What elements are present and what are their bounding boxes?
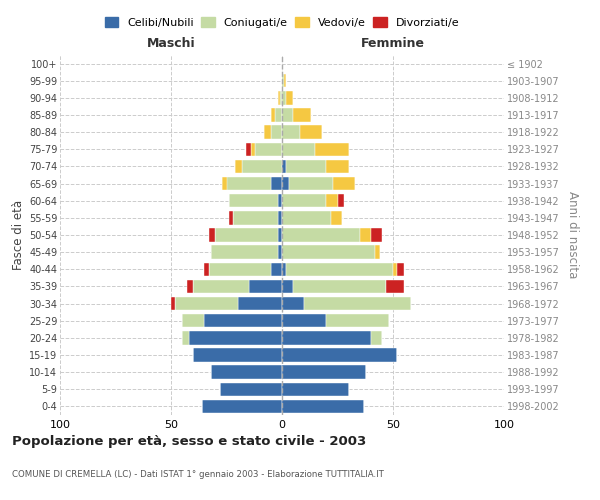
Bar	[247, 142, 251, 156]
Bar	[278, 211, 282, 224]
Bar	[209, 228, 215, 241]
Text: Maschi: Maschi	[146, 37, 196, 50]
Bar	[393, 262, 397, 276]
Bar	[282, 228, 360, 241]
Bar	[215, 228, 278, 241]
Bar	[278, 246, 282, 259]
Text: COMUNE DI CREMELLA (LC) - Dati ISTAT 1° gennaio 2003 - Elaborazione TUTTITALIA.I: COMUNE DI CREMELLA (LC) - Dati ISTAT 1° …	[12, 470, 384, 479]
Bar	[209, 262, 271, 276]
Bar	[386, 280, 404, 293]
Bar	[282, 177, 289, 190]
Bar	[282, 142, 316, 156]
Text: Popolazione per età, sesso e stato civile - 2003: Popolazione per età, sesso e stato civil…	[12, 435, 366, 448]
Bar	[282, 314, 326, 328]
Bar	[193, 348, 282, 362]
Bar	[271, 108, 275, 122]
Bar	[189, 331, 282, 344]
Bar	[182, 331, 189, 344]
Bar	[284, 74, 286, 88]
Bar	[326, 314, 389, 328]
Bar	[293, 280, 386, 293]
Bar	[304, 297, 411, 310]
Bar	[204, 314, 282, 328]
Bar	[371, 228, 382, 241]
Bar	[182, 314, 204, 328]
Bar	[293, 108, 311, 122]
Bar	[282, 246, 375, 259]
Bar	[278, 228, 282, 241]
Bar	[282, 348, 397, 362]
Bar	[271, 177, 282, 190]
Bar	[235, 160, 242, 173]
Bar	[360, 228, 371, 241]
Bar	[289, 177, 333, 190]
Bar	[282, 262, 286, 276]
Bar	[233, 211, 278, 224]
Bar	[193, 280, 249, 293]
Bar	[242, 160, 282, 173]
Bar	[280, 91, 282, 104]
Bar	[211, 366, 282, 379]
Bar	[286, 160, 326, 173]
Bar	[222, 177, 227, 190]
Bar	[282, 211, 331, 224]
Bar	[300, 126, 322, 139]
Bar	[282, 194, 326, 207]
Bar	[333, 177, 355, 190]
Bar	[326, 160, 349, 173]
Bar	[375, 246, 380, 259]
Bar	[282, 331, 371, 344]
Bar	[275, 108, 282, 122]
Bar	[227, 177, 271, 190]
Bar	[271, 262, 282, 276]
Bar	[271, 126, 282, 139]
Bar	[278, 91, 280, 104]
Bar	[249, 280, 282, 293]
Bar	[286, 262, 393, 276]
Bar	[229, 211, 233, 224]
Bar	[371, 331, 382, 344]
Bar	[282, 126, 300, 139]
Bar	[282, 74, 284, 88]
Y-axis label: Anni di nascita: Anni di nascita	[566, 192, 579, 278]
Bar	[282, 297, 304, 310]
Bar	[282, 400, 364, 413]
Bar	[282, 91, 286, 104]
Bar	[229, 194, 278, 207]
Bar	[256, 142, 282, 156]
Bar	[282, 382, 349, 396]
Bar	[337, 194, 344, 207]
Text: Femmine: Femmine	[361, 37, 425, 50]
Bar	[316, 142, 349, 156]
Bar	[282, 366, 367, 379]
Bar	[286, 91, 293, 104]
Bar	[211, 246, 278, 259]
Bar	[326, 194, 337, 207]
Bar	[187, 280, 193, 293]
Legend: Celibi/Nubili, Coniugati/e, Vedovi/e, Divorziati/e: Celibi/Nubili, Coniugati/e, Vedovi/e, Di…	[101, 14, 463, 31]
Bar	[175, 297, 238, 310]
Bar	[202, 400, 282, 413]
Bar	[171, 297, 175, 310]
Bar	[282, 108, 293, 122]
Bar	[331, 211, 342, 224]
Bar	[204, 262, 209, 276]
Bar	[238, 297, 282, 310]
Bar	[282, 160, 286, 173]
Bar	[220, 382, 282, 396]
Bar	[397, 262, 404, 276]
Bar	[251, 142, 256, 156]
Bar	[278, 194, 282, 207]
Y-axis label: Fasce di età: Fasce di età	[11, 200, 25, 270]
Bar	[264, 126, 271, 139]
Bar	[282, 280, 293, 293]
